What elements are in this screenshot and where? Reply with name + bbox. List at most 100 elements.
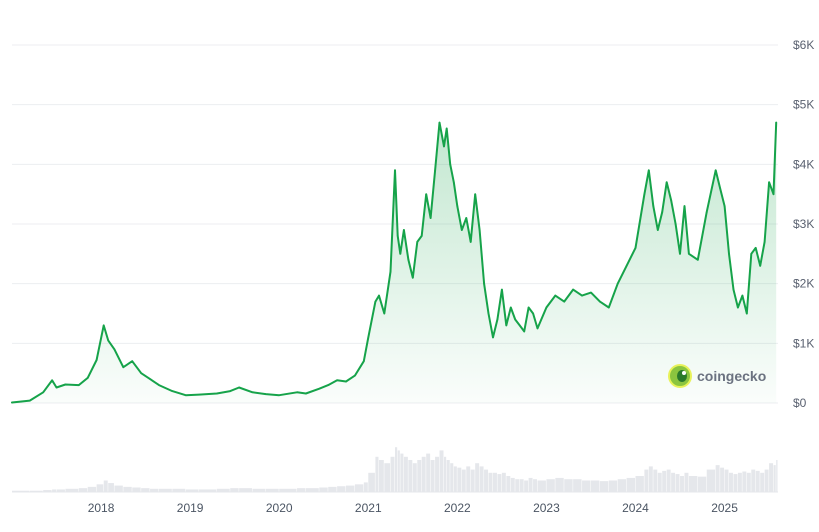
price-point bbox=[648, 169, 650, 172]
volume-bar bbox=[488, 472, 493, 492]
volume-bar bbox=[688, 476, 698, 492]
price-point bbox=[265, 393, 267, 395]
volume-bar bbox=[230, 488, 239, 492]
price-point bbox=[661, 211, 664, 213]
price-point bbox=[679, 253, 681, 255]
price-point bbox=[374, 300, 377, 303]
price-point bbox=[336, 379, 338, 382]
volume-bar bbox=[114, 485, 123, 492]
price-point bbox=[545, 306, 548, 309]
price-point bbox=[465, 217, 468, 219]
volume-bar bbox=[590, 480, 600, 492]
price-point bbox=[652, 205, 655, 207]
price-point bbox=[723, 205, 726, 207]
price-point bbox=[469, 241, 472, 243]
volume-bar bbox=[453, 466, 457, 492]
price-point bbox=[389, 270, 392, 273]
price-point bbox=[741, 294, 744, 297]
watermark-label: coingecko bbox=[697, 368, 766, 384]
volume-bar bbox=[555, 477, 564, 492]
volume-bar bbox=[666, 469, 671, 492]
volume-bar bbox=[319, 487, 328, 492]
volume-bar bbox=[354, 484, 364, 492]
volume-bar bbox=[617, 479, 627, 492]
volume-bar bbox=[533, 479, 538, 492]
volume-bar bbox=[421, 456, 426, 492]
volume-bar bbox=[720, 467, 725, 492]
volume-bar bbox=[403, 456, 408, 492]
price-point bbox=[445, 127, 448, 130]
volume-bar bbox=[635, 476, 644, 492]
volume-bar bbox=[519, 479, 524, 492]
x-tick-label: 2020 bbox=[266, 501, 293, 515]
volume-bar bbox=[626, 477, 635, 492]
price-point bbox=[634, 247, 637, 249]
price-line-layer bbox=[11, 121, 778, 404]
price-point bbox=[728, 253, 730, 255]
volume-bar bbox=[608, 480, 618, 492]
volume-bar bbox=[397, 450, 400, 492]
price-point bbox=[11, 401, 13, 404]
price-point bbox=[483, 282, 485, 285]
price-point bbox=[438, 121, 441, 124]
volume-bar bbox=[78, 488, 88, 492]
price-point bbox=[327, 384, 329, 386]
volume-bar bbox=[675, 474, 680, 492]
volume-bar bbox=[684, 472, 689, 492]
x-tick-label: 2021 bbox=[355, 501, 382, 515]
price-point bbox=[527, 306, 530, 309]
price-point bbox=[616, 282, 619, 285]
price-area-fill bbox=[12, 122, 777, 403]
y-axis-labels: $0 $1K $2K $3K $4K $5K $6K bbox=[793, 38, 814, 410]
volume-bar bbox=[279, 488, 297, 492]
x-axis-labels: 2018 2019 2020 2021 2022 2023 2024 2025 bbox=[88, 501, 739, 515]
volume-bar bbox=[123, 486, 132, 492]
price-point bbox=[697, 259, 699, 261]
volume-bar bbox=[108, 483, 114, 492]
volume-bar bbox=[443, 456, 447, 492]
price-point bbox=[599, 300, 601, 303]
volume-bar bbox=[337, 486, 346, 492]
volume-bar bbox=[132, 487, 141, 492]
price-point bbox=[64, 383, 67, 386]
price-point bbox=[563, 300, 566, 303]
volume-bar bbox=[368, 472, 375, 492]
price-point bbox=[378, 294, 380, 297]
price-point bbox=[78, 384, 80, 386]
price-point bbox=[149, 378, 151, 380]
price-point bbox=[345, 380, 347, 383]
price-point bbox=[705, 211, 708, 213]
volume-bar bbox=[412, 463, 417, 492]
volume-bar bbox=[671, 472, 676, 492]
volume-bar bbox=[697, 476, 707, 492]
volume-bar bbox=[470, 469, 475, 492]
volume-bar bbox=[497, 474, 502, 492]
volume-bar bbox=[729, 472, 733, 492]
price-point bbox=[759, 264, 761, 267]
price-point bbox=[363, 360, 365, 363]
price-point bbox=[383, 312, 386, 315]
volume-bar bbox=[599, 481, 609, 492]
volume-bar bbox=[252, 488, 266, 492]
price-point bbox=[131, 360, 134, 363]
volume-bar bbox=[764, 469, 769, 492]
price-point bbox=[158, 384, 160, 386]
price-point bbox=[478, 229, 481, 231]
price-point bbox=[688, 253, 690, 255]
volume-bars bbox=[12, 447, 778, 492]
volume-bar bbox=[662, 470, 667, 492]
volume-bar bbox=[450, 463, 454, 492]
price-point bbox=[420, 235, 423, 237]
x-tick-label: 2024 bbox=[622, 501, 649, 515]
price-point bbox=[754, 247, 757, 249]
volume-bar bbox=[430, 460, 435, 492]
volume-bar bbox=[446, 460, 450, 492]
price-point bbox=[95, 359, 98, 361]
volume-bar bbox=[644, 469, 649, 492]
price-point bbox=[184, 394, 187, 397]
volume-bar bbox=[56, 489, 65, 492]
volume-bar bbox=[484, 469, 489, 492]
volume-bar bbox=[384, 463, 391, 492]
price-point bbox=[278, 394, 281, 397]
price-point bbox=[425, 193, 427, 195]
